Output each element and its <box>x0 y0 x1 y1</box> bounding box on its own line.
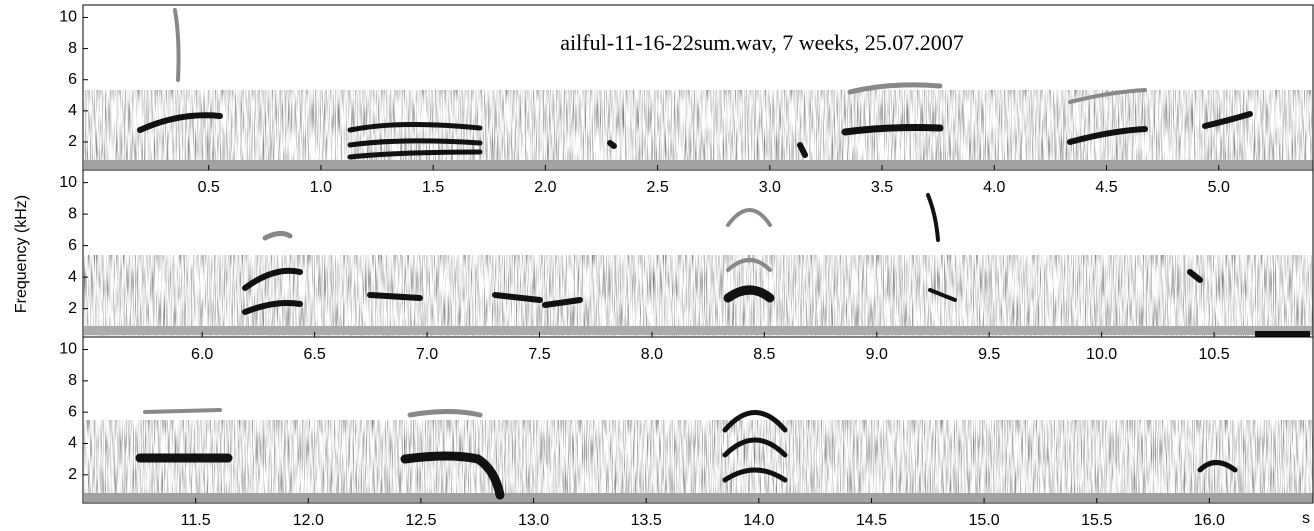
x-tick-label: 10.5 <box>1198 346 1229 363</box>
x-tick-label: 7.5 <box>528 346 550 363</box>
x-tick-label: 14.5 <box>856 512 887 529</box>
x-tick-label: 16.0 <box>1194 512 1225 529</box>
x-tick-label: 8.0 <box>641 346 663 363</box>
call-traces <box>135 8 1310 500</box>
x-tick-label: 15.5 <box>1081 512 1112 529</box>
x-tick-label: 5.0 <box>1208 179 1230 196</box>
y-tick-label: 8 <box>68 205 77 222</box>
x-tick-label: 3.0 <box>759 179 781 196</box>
y-tick-label: 10 <box>59 174 77 191</box>
x-tick-label: 15.0 <box>969 512 1000 529</box>
y-tick-label: 10 <box>59 341 77 358</box>
x-tick-label: 1.0 <box>310 179 332 196</box>
x-axis-label: s <box>1302 510 1310 527</box>
x-tick-label: 4.5 <box>1095 179 1117 196</box>
x-tick-label: 9.5 <box>978 346 1000 363</box>
x-tick-label: 1.5 <box>422 179 444 196</box>
x-tick-label: 3.5 <box>871 179 893 196</box>
x-tick-label: 8.5 <box>753 346 775 363</box>
panel-frame <box>82 336 1314 504</box>
y-tick-label: 6 <box>68 71 77 88</box>
x-tick-label: 2.5 <box>646 179 668 196</box>
x-tick-label: 6.0 <box>191 346 213 363</box>
y-tick-label: 4 <box>68 102 77 119</box>
x-tick-label: 9.0 <box>866 346 888 363</box>
y-tick-label: 4 <box>68 268 77 285</box>
y-tick-label: 2 <box>68 300 77 317</box>
y-tick-label: 10 <box>59 9 77 26</box>
y-tick-label: 8 <box>68 40 77 57</box>
y-axis-label: Frequency (kHz) <box>13 195 30 313</box>
chart-title: ailful-11-16-22sum.wav, 7 weeks, 25.07.2… <box>560 30 963 55</box>
x-tick-label: 13.5 <box>631 512 662 529</box>
x-tick-label: 2.0 <box>534 179 556 196</box>
x-tick-label: 6.5 <box>303 346 325 363</box>
y-tick-label: 4 <box>68 435 77 452</box>
x-tick-label: 14.0 <box>743 512 774 529</box>
y-tick-label: 2 <box>68 466 77 483</box>
y-tick-label: 6 <box>68 237 77 254</box>
x-tick-label: 11.5 <box>181 512 211 529</box>
y-tick-label: 8 <box>68 372 77 389</box>
x-tick-label: 0.5 <box>198 179 220 196</box>
x-tick-label: 4.0 <box>983 179 1005 196</box>
background-noise <box>84 90 1313 502</box>
x-tick-label: 12.0 <box>293 512 324 529</box>
y-tick-label: 6 <box>68 403 77 420</box>
x-tick-label: 10.0 <box>1086 346 1117 363</box>
x-tick-label: 12.5 <box>405 512 436 529</box>
x-tick-label: 13.0 <box>518 512 549 529</box>
y-tick-label: 2 <box>68 133 77 150</box>
x-tick-label: 7.0 <box>416 346 438 363</box>
